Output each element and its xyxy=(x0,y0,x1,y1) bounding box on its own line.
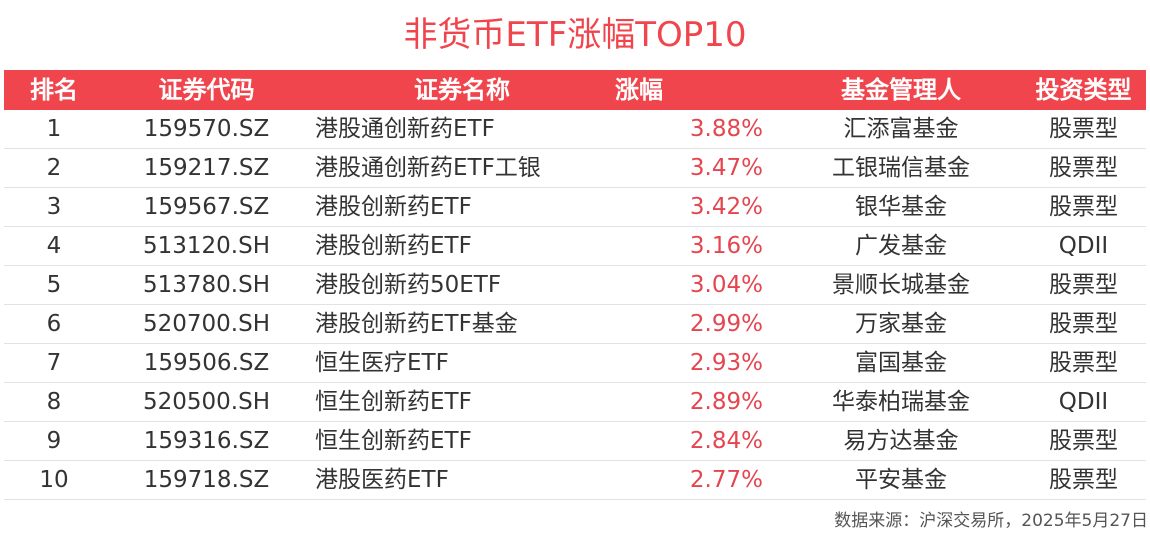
type-cell: 股票型 xyxy=(1021,148,1146,188)
change-cell: 2.89% xyxy=(609,382,781,422)
change-cell: 2.84% xyxy=(609,421,781,461)
rank-cell: 2 xyxy=(4,148,104,188)
etf-ranking-table: 排名 证券代码 证券名称 涨幅 基金管理人 投资类型 1 159570.SZ 港股通… xyxy=(4,70,1146,500)
name-cell: 港股通创新药ETF xyxy=(309,110,609,149)
table-row: 6 520700.SH 港股创新药ETF基金 2.99% 万家基金 股票型 xyxy=(4,304,1146,344)
change-cell: 3.16% xyxy=(609,226,781,266)
rank-cell: 9 xyxy=(4,421,104,461)
code-cell: 159506.SZ xyxy=(104,343,309,383)
type-cell: 股票型 xyxy=(1021,265,1146,305)
change-cell: 2.77% xyxy=(609,460,781,500)
manager-cell: 银华基金 xyxy=(781,187,1021,227)
table-row: 9 159316.SZ 恒生创新药ETF 2.84% 易方达基金 股票型 xyxy=(4,421,1146,461)
manager-cell: 工银瑞信基金 xyxy=(781,148,1021,188)
code-cell: 159567.SZ xyxy=(104,187,309,227)
rank-cell: 1 xyxy=(4,110,104,149)
type-cell: 股票型 xyxy=(1021,304,1146,344)
name-cell: 港股医药ETF xyxy=(309,460,609,500)
rank-cell: 8 xyxy=(4,382,104,422)
manager-cell: 广发基金 xyxy=(781,226,1021,266)
type-cell: 股票型 xyxy=(1021,460,1146,500)
manager-cell: 汇添富基金 xyxy=(781,110,1021,149)
type-cell: 股票型 xyxy=(1021,421,1146,461)
header-row: 排名 证券代码 证券名称 涨幅 基金管理人 投资类型 xyxy=(4,70,1146,110)
column-header-change: 涨幅 xyxy=(609,70,781,110)
manager-cell: 平安基金 xyxy=(781,460,1021,500)
name-cell: 恒生创新药ETF xyxy=(309,382,609,422)
column-header-rank: 排名 xyxy=(4,70,104,110)
rank-cell: 6 xyxy=(4,304,104,344)
code-cell: 520500.SH xyxy=(104,382,309,422)
name-cell: 港股创新药50ETF xyxy=(309,265,609,305)
column-header-type: 投资类型 xyxy=(1021,70,1146,110)
code-cell: 159217.SZ xyxy=(104,148,309,188)
type-cell: QDII xyxy=(1021,382,1146,422)
code-cell: 513120.SH xyxy=(104,226,309,266)
change-cell: 3.47% xyxy=(609,148,781,188)
manager-cell: 富国基金 xyxy=(781,343,1021,383)
table-row: 1 159570.SZ 港股通创新药ETF 3.88% 汇添富基金 股票型 xyxy=(4,110,1146,149)
name-cell: 港股创新药ETF xyxy=(309,187,609,227)
rank-cell: 7 xyxy=(4,343,104,383)
column-header-name: 证券名称 xyxy=(309,70,609,110)
manager-cell: 万家基金 xyxy=(781,304,1021,344)
rank-cell: 4 xyxy=(4,226,104,266)
code-cell: 513780.SH xyxy=(104,265,309,305)
name-cell: 港股通创新药ETF工银 xyxy=(309,148,609,188)
change-cell: 3.88% xyxy=(609,110,781,149)
type-cell: 股票型 xyxy=(1021,343,1146,383)
change-cell: 2.99% xyxy=(609,304,781,344)
rank-cell: 10 xyxy=(4,460,104,500)
column-header-code: 证券代码 xyxy=(104,70,309,110)
table-row: 4 513120.SH 港股创新药ETF 3.16% 广发基金 QDII xyxy=(4,226,1146,266)
rank-cell: 5 xyxy=(4,265,104,305)
code-cell: 520700.SH xyxy=(104,304,309,344)
name-cell: 港股创新药ETF xyxy=(309,226,609,266)
chart-title: 非货币ETF涨幅TOP10 xyxy=(403,15,747,55)
manager-cell: 景顺长城基金 xyxy=(781,265,1021,305)
manager-cell: 华泰柏瑞基金 xyxy=(781,382,1021,422)
source-note: 数据来源：沪深交易所，2025年5月27日 xyxy=(834,511,1148,531)
table-row: 7 159506.SZ 恒生医疗ETF 2.93% 富国基金 股票型 xyxy=(4,343,1146,383)
change-cell: 3.42% xyxy=(609,187,781,227)
table-row: 5 513780.SH 港股创新药50ETF 3.04% 景顺长城基金 股票型 xyxy=(4,265,1146,305)
name-cell: 港股创新药ETF基金 xyxy=(309,304,609,344)
code-cell: 159718.SZ xyxy=(104,460,309,500)
code-cell: 159316.SZ xyxy=(104,421,309,461)
change-cell: 3.04% xyxy=(609,265,781,305)
table-body: 1 159570.SZ 港股通创新药ETF 3.88% 汇添富基金 股票型 2 159217.… xyxy=(4,110,1146,500)
type-cell: 股票型 xyxy=(1021,187,1146,227)
name-cell: 恒生医疗ETF xyxy=(309,343,609,383)
table-row: 2 159217.SZ 港股通创新药ETF工银 3.47% 工银瑞信基金 股票型 xyxy=(4,148,1146,188)
code-cell: 159570.SZ xyxy=(104,110,309,149)
rank-cell: 3 xyxy=(4,187,104,227)
column-header-manager: 基金管理人 xyxy=(781,70,1021,110)
table-header: 排名 证券代码 证券名称 涨幅 基金管理人 投资类型 xyxy=(4,70,1146,110)
table-row: 10 159718.SZ 港股医药ETF 2.77% 平安基金 股票型 xyxy=(4,460,1146,500)
type-cell: 股票型 xyxy=(1021,110,1146,149)
name-cell: 恒生创新药ETF xyxy=(309,421,609,461)
table-row: 8 520500.SH 恒生创新药ETF 2.89% 华泰柏瑞基金 QDII xyxy=(4,382,1146,422)
manager-cell: 易方达基金 xyxy=(781,421,1021,461)
type-cell: QDII xyxy=(1021,226,1146,266)
change-cell: 2.93% xyxy=(609,343,781,383)
table-row: 3 159567.SZ 港股创新药ETF 3.42% 银华基金 股票型 xyxy=(4,187,1146,227)
